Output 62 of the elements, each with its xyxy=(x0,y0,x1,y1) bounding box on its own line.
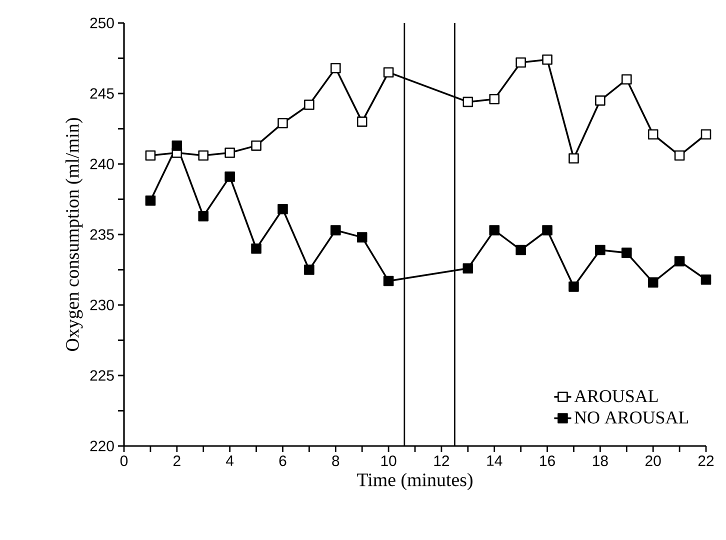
legend-label: AROUSAL xyxy=(574,390,658,402)
x-tick-label: 0 xyxy=(120,456,128,466)
y-tick-label: 235 xyxy=(90,229,114,240)
legend-label: NO AROUSAL xyxy=(574,412,688,424)
y-tick-label: 225 xyxy=(90,370,114,381)
point xyxy=(304,100,314,110)
x-tick-label: 16 xyxy=(540,456,555,466)
point xyxy=(621,248,632,258)
point xyxy=(674,256,685,266)
point xyxy=(278,118,288,128)
point xyxy=(251,243,262,254)
point xyxy=(621,74,632,85)
point xyxy=(489,94,500,104)
point xyxy=(516,244,526,256)
x-tick-label: 8 xyxy=(332,456,340,466)
point xyxy=(383,276,394,286)
point xyxy=(462,96,474,108)
x-tick-label: 6 xyxy=(279,456,286,466)
y-axis-title: Oxygen consumption (ml/min) xyxy=(65,118,83,351)
point xyxy=(198,211,209,222)
point xyxy=(542,54,552,65)
y-tick-label: 220 xyxy=(90,440,114,452)
x-tick-label: 22 xyxy=(698,456,714,466)
point xyxy=(145,150,156,161)
point xyxy=(700,274,712,285)
point xyxy=(568,282,579,292)
point xyxy=(251,140,262,151)
point xyxy=(595,95,606,106)
point xyxy=(674,150,685,161)
point xyxy=(568,153,579,164)
point xyxy=(648,277,658,288)
point xyxy=(595,244,606,256)
point xyxy=(224,148,235,158)
point xyxy=(356,232,368,242)
point xyxy=(145,196,156,206)
point xyxy=(516,57,526,68)
point xyxy=(198,150,209,161)
point xyxy=(462,263,474,274)
point xyxy=(330,225,341,236)
x-tick-label: 10 xyxy=(381,456,396,466)
point xyxy=(304,264,314,275)
point xyxy=(330,62,341,74)
point xyxy=(648,129,658,140)
point xyxy=(700,129,712,140)
point xyxy=(278,204,288,214)
x-tick-label: 20 xyxy=(646,456,661,466)
x-tick-label: 4 xyxy=(226,456,234,466)
x-axis-title: Time (minutes) xyxy=(357,472,472,490)
x-tick-label: 2 xyxy=(174,456,180,466)
y-tick-label: 230 xyxy=(90,300,114,310)
y-tick-label: 250 xyxy=(90,18,114,28)
point xyxy=(224,172,235,182)
point xyxy=(356,116,368,127)
x-tick-label: 12 xyxy=(434,456,450,466)
x-tick-label: 18 xyxy=(593,456,608,466)
y-tick-label: 245 xyxy=(90,88,114,99)
point xyxy=(383,67,394,78)
x-tick-label: 14 xyxy=(487,456,502,466)
point xyxy=(542,225,552,236)
y-tick-label: 240 xyxy=(90,158,114,170)
point xyxy=(489,225,500,236)
point xyxy=(172,140,182,151)
